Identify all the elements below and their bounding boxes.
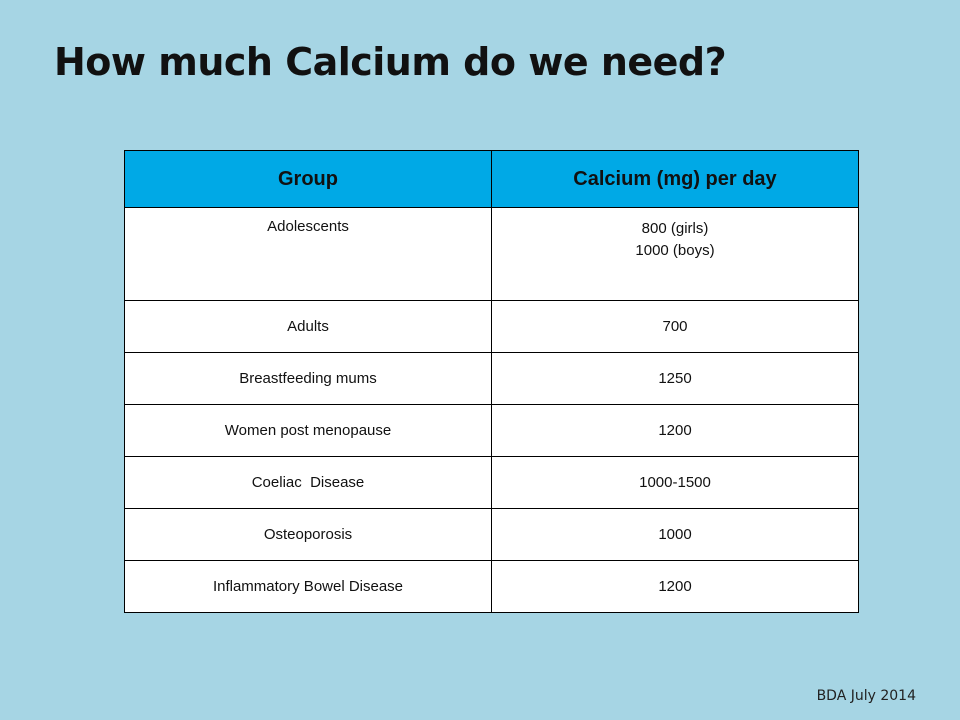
group-cell: Coeliac Disease [124, 456, 492, 509]
group-cell: Inflammatory Bowel Disease [124, 560, 492, 613]
table-row: Inflammatory Bowel Disease 1200 [124, 560, 859, 613]
calcium-cell: 1250 [491, 352, 859, 405]
table-row: Women post menopause 1200 [124, 404, 859, 457]
calcium-table: Group Calcium (mg) per day Adolescents 8… [124, 150, 859, 613]
calcium-cell: 1200 [491, 560, 859, 613]
group-cell: Women post menopause [124, 404, 492, 457]
calcium-cell: 1000-1500 [491, 456, 859, 509]
group-cell: Osteoporosis [124, 508, 492, 561]
header-calcium: Calcium (mg) per day [491, 150, 859, 208]
table-row: Adults 700 [124, 300, 859, 353]
calcium-line: 1000 (boys) [635, 242, 715, 259]
calcium-cell: 700 [491, 300, 859, 353]
footer-note: BDA July 2014 [816, 688, 916, 704]
calcium-line: 800 (girls) [641, 220, 709, 237]
table-header-row: Group Calcium (mg) per day [124, 150, 859, 208]
calcium-cell: 1000 [491, 508, 859, 561]
table-row: Breastfeeding mums 1250 [124, 352, 859, 405]
table-row: Osteoporosis 1000 [124, 508, 859, 561]
group-cell: Breastfeeding mums [124, 352, 492, 405]
table-row: Coeliac Disease 1000-1500 [124, 456, 859, 509]
group-cell: Adults [124, 300, 492, 353]
table-row: Adolescents 800 (girls) 1000 (boys) [124, 207, 859, 301]
group-cell: Adolescents [124, 207, 492, 301]
slide-title: How much Calcium do we need? [54, 40, 727, 84]
calcium-cell: 800 (girls) 1000 (boys) [491, 207, 859, 301]
header-group: Group [124, 150, 492, 208]
calcium-cell: 1200 [491, 404, 859, 457]
